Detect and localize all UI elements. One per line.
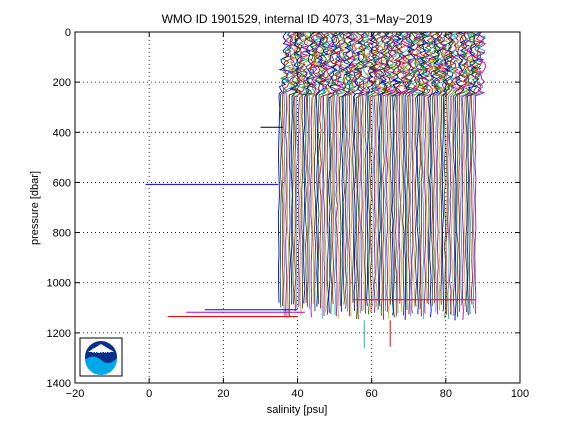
profile-line xyxy=(322,31,336,316)
profile-line xyxy=(413,31,428,308)
profile-line xyxy=(358,31,372,314)
profile-line xyxy=(362,31,376,310)
profile-line xyxy=(352,31,366,303)
profile-line xyxy=(357,31,368,320)
x-tick-labels: −20 0 20 40 60 80 100 xyxy=(66,388,530,400)
profile-line xyxy=(319,31,332,309)
profile-line xyxy=(286,31,300,317)
profile-line xyxy=(474,31,487,314)
profile-line xyxy=(441,31,455,312)
profile-line xyxy=(295,31,310,309)
profile-line xyxy=(449,31,461,315)
profile-line xyxy=(454,31,468,321)
y-tick-label: 0 xyxy=(65,27,71,39)
y-tick-label: 400 xyxy=(53,127,71,139)
x-tick-label: −20 xyxy=(66,388,85,400)
y-axis-label: pressure [dbar] xyxy=(29,171,41,245)
profile-line xyxy=(436,31,450,315)
chart-title: WMO ID 1901529, internal ID 4073, 31−May… xyxy=(162,12,433,26)
profile-line xyxy=(411,31,425,314)
profile-line xyxy=(388,31,402,320)
profile-line xyxy=(378,31,392,307)
profile-line xyxy=(461,31,474,321)
axis-ticks xyxy=(74,31,521,384)
x-tick-label: 80 xyxy=(440,388,452,400)
profile-line xyxy=(279,31,293,308)
profile-line xyxy=(389,31,403,305)
profile-line xyxy=(317,31,331,305)
profile-line xyxy=(344,32,357,309)
x-tick-label: 60 xyxy=(366,388,378,400)
profile-line xyxy=(294,31,306,312)
profile-line xyxy=(425,31,439,304)
salinity-profiles xyxy=(277,31,487,321)
noaa-logo: NOAA xyxy=(79,337,123,377)
y-tick-label: 1200 xyxy=(47,328,71,340)
profile-line xyxy=(331,31,345,305)
grid-lines xyxy=(75,32,520,383)
y-tick-label: 600 xyxy=(53,177,71,189)
profile-line xyxy=(452,31,466,316)
logo-wave xyxy=(85,356,118,376)
logo-bird-shape xyxy=(88,344,114,352)
profile-line xyxy=(375,31,390,307)
profile-line xyxy=(402,31,416,316)
profile-line xyxy=(301,31,315,309)
profile-line xyxy=(414,31,428,307)
profile-line xyxy=(337,31,352,319)
profile-line xyxy=(335,31,350,317)
profile-line xyxy=(450,31,463,316)
y-tick-label: 1400 xyxy=(47,378,71,390)
profile-line xyxy=(472,31,487,309)
x-tick-label: 0 xyxy=(146,388,152,400)
profile-line xyxy=(364,31,378,314)
profile-line xyxy=(346,31,359,312)
x-axis-label: salinity [psu] xyxy=(267,404,328,416)
profile-line xyxy=(366,31,378,306)
profile-line xyxy=(458,31,470,312)
x-tick-label: 100 xyxy=(511,388,529,400)
profile-line xyxy=(416,31,430,315)
x-tick-label: 40 xyxy=(291,388,303,400)
profile-line xyxy=(292,31,306,305)
profile-line xyxy=(321,31,334,319)
profile-line xyxy=(407,31,422,315)
profile-line xyxy=(324,31,337,313)
plot-area xyxy=(74,31,521,384)
profile-line xyxy=(394,31,408,317)
profile-line xyxy=(285,31,298,318)
logo-text: NOAA xyxy=(92,349,110,355)
profile-line xyxy=(330,31,343,315)
y-tick-labels: 0 200 400 600 800 1000 1200 1400 xyxy=(47,27,71,390)
profile-line xyxy=(459,31,473,306)
y-tick-label: 200 xyxy=(53,77,71,89)
y-tick-label: 1000 xyxy=(47,278,71,290)
outlier-segments xyxy=(145,126,476,348)
x-tick-label: 20 xyxy=(217,388,229,400)
profile-line xyxy=(310,31,324,318)
profile-line xyxy=(440,31,454,305)
profile-line xyxy=(405,31,419,310)
profile-line xyxy=(348,31,362,317)
profile-line xyxy=(463,31,478,307)
profile-line xyxy=(355,31,369,319)
y-tick-label: 800 xyxy=(53,228,71,240)
profile-line xyxy=(277,31,291,303)
profile-line xyxy=(404,31,417,320)
